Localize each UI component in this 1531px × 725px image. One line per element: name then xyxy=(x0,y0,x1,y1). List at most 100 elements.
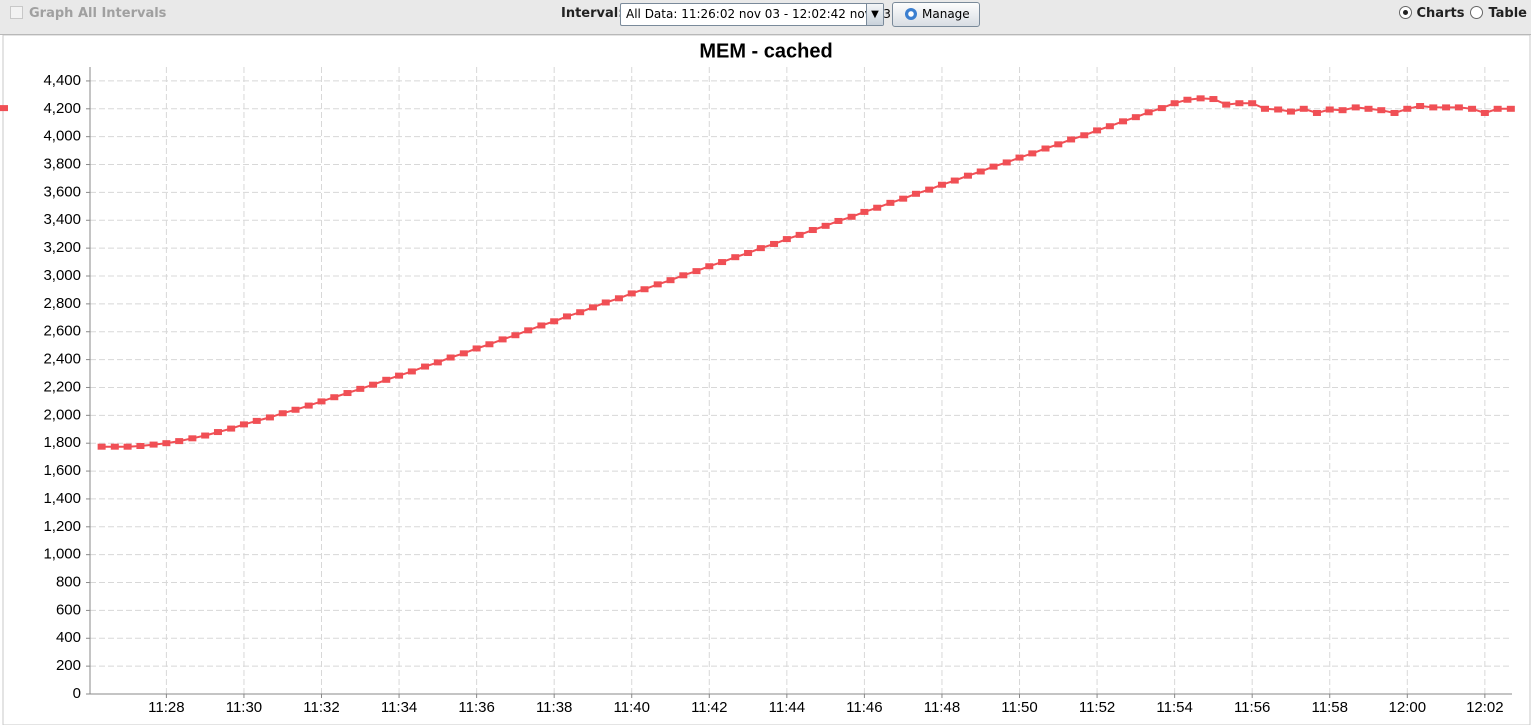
view-radio[interactable]: Table xyxy=(1470,6,1527,21)
data-point xyxy=(330,394,339,401)
data-point xyxy=(666,277,675,284)
data-point xyxy=(614,295,623,302)
data-point xyxy=(1248,100,1257,107)
data-point xyxy=(692,268,701,275)
x-tick-label: 11:44 xyxy=(769,699,805,716)
y-tick-label: 200 xyxy=(56,657,81,674)
chart-panel xyxy=(2,35,1531,725)
data-point xyxy=(1222,101,1231,108)
data-point xyxy=(1299,105,1308,112)
data-point xyxy=(1105,123,1114,130)
data-point xyxy=(1325,106,1334,113)
x-tick-label: 11:54 xyxy=(1156,699,1192,716)
radio-label: Table xyxy=(1488,6,1527,21)
data-point xyxy=(860,208,869,215)
data-point xyxy=(1286,108,1295,115)
data-point xyxy=(537,322,546,329)
data-point xyxy=(343,390,352,397)
x-tick-label: 12:02 xyxy=(1466,699,1504,716)
data-point xyxy=(421,363,430,370)
data-point xyxy=(511,332,520,339)
data-point xyxy=(97,443,106,450)
manage-button[interactable]: Manage xyxy=(892,2,980,27)
data-point xyxy=(1506,105,1515,112)
x-tick-label: 11:56 xyxy=(1234,699,1270,716)
checkbox-label: Graph All Intervals xyxy=(29,6,167,21)
x-tick-label: 11:36 xyxy=(458,699,494,716)
data-point xyxy=(1196,95,1205,102)
dropdown-arrow[interactable]: ▼ xyxy=(866,4,883,25)
data-point xyxy=(1364,105,1373,112)
data-point xyxy=(1041,145,1050,152)
data-point xyxy=(1028,150,1037,157)
data-point xyxy=(731,254,740,261)
data-point xyxy=(1260,105,1269,112)
y-tick-label: 3,400 xyxy=(43,211,81,228)
data-point xyxy=(1080,132,1089,139)
data-point xyxy=(1377,107,1386,114)
data-point xyxy=(1054,141,1063,148)
data-point xyxy=(149,441,158,448)
x-tick-label: 11:34 xyxy=(381,699,417,716)
y-tick-label: 3,800 xyxy=(43,156,81,173)
data-point xyxy=(705,263,714,270)
y-tick-label: 600 xyxy=(56,601,81,618)
data-point xyxy=(925,186,934,193)
data-point xyxy=(588,304,597,311)
data-point xyxy=(317,398,326,405)
radio-label: Charts xyxy=(1416,6,1465,21)
data-point xyxy=(1093,127,1102,134)
view-radio[interactable]: Charts xyxy=(1398,6,1465,21)
data-point xyxy=(873,204,882,211)
data-point xyxy=(989,163,998,170)
data-point xyxy=(562,313,571,320)
data-point xyxy=(1390,109,1399,116)
data-point xyxy=(1480,109,1489,116)
data-point xyxy=(498,336,507,343)
data-point xyxy=(770,240,779,247)
data-point xyxy=(1403,105,1412,112)
y-tick-label: 3,000 xyxy=(43,267,81,284)
x-tick-label: 11:40 xyxy=(614,699,650,716)
data-point xyxy=(886,199,895,206)
checkbox xyxy=(10,6,23,19)
data-point xyxy=(213,429,222,436)
data-point xyxy=(1416,103,1425,110)
chart: MEM - cached 0 200 400 600 800 1,000 1,200 1,40… xyxy=(0,35,1531,725)
y-tick-label: 3,600 xyxy=(43,183,81,200)
data-point xyxy=(1468,105,1477,112)
button-label: Manage xyxy=(922,7,970,21)
data-point xyxy=(265,414,274,421)
y-tick-label: 1,200 xyxy=(43,518,81,535)
x-tick-label: 11:30 xyxy=(226,699,262,716)
data-point xyxy=(356,385,365,392)
interval-label: Interval: xyxy=(561,6,624,21)
data-point xyxy=(1429,104,1438,111)
data-point xyxy=(446,354,455,361)
y-tick-label: 4,000 xyxy=(43,128,81,145)
data-point xyxy=(162,440,171,447)
interval-dropdown[interactable]: All Data: 11:26:02 nov 03 - 12:02:42 nov… xyxy=(620,3,891,26)
data-point xyxy=(911,190,920,197)
data-point xyxy=(1454,104,1463,111)
data-point xyxy=(576,309,585,316)
data-point xyxy=(278,410,287,417)
y-tick-label: 1,800 xyxy=(43,434,81,451)
y-tick-label: 3,200 xyxy=(43,239,81,256)
data-point xyxy=(110,443,119,450)
toolbar: Graph All Intervals Interval: All Data: … xyxy=(0,0,1531,35)
data-point xyxy=(304,402,313,409)
data-point xyxy=(0,105,8,112)
y-tick-label: 1,000 xyxy=(43,546,81,563)
data-point xyxy=(382,376,391,383)
view-options: Charts Table xyxy=(1393,0,1527,28)
dropdown-value: All Data: 11:26:02 nov 03 - 12:02:42 nov… xyxy=(626,7,891,21)
data-point xyxy=(1493,105,1502,112)
y-tick-label: 1,400 xyxy=(43,490,81,507)
x-tick-label: 11:50 xyxy=(1001,699,1037,716)
data-point xyxy=(1183,96,1192,103)
y-tick-label: 2,400 xyxy=(43,351,81,368)
graph-all-intervals-checkbox[interactable]: Graph All Intervals xyxy=(10,0,166,28)
x-tick-label: 11:32 xyxy=(303,699,339,716)
data-point xyxy=(640,286,649,293)
